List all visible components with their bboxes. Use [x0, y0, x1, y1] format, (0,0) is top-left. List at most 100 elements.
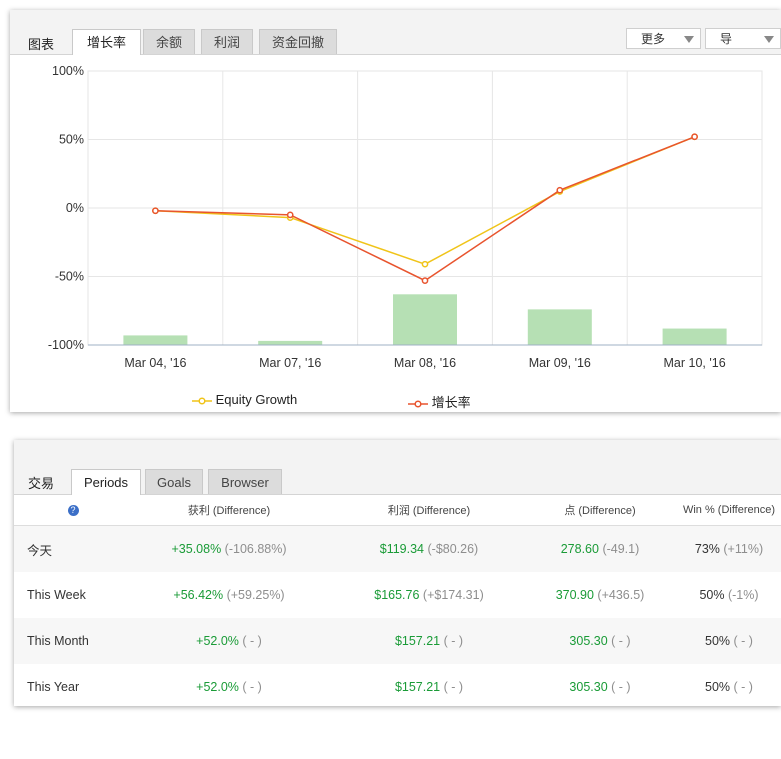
- table-row: This Year +52.0% ( - ) $157.21 ( - ) 305.30…: [14, 664, 781, 710]
- pl-value: $119.34: [379, 542, 425, 556]
- period-label: This Month: [27, 634, 89, 648]
- period-label: 今天: [27, 543, 53, 558]
- profit-diff: (-106.88%): [224, 542, 287, 556]
- legend-growth-label: 增长率: [431, 395, 471, 410]
- growth-point: [556, 186, 564, 194]
- chevron-down-icon: [684, 36, 694, 43]
- tab-drawdown[interactable]: 资金回撤: [259, 29, 337, 54]
- pips-cell: 278.60 (-49.1): [514, 526, 686, 572]
- export-dropdown-label: 导: [720, 32, 733, 46]
- pips-diff: (+436.5): [597, 588, 645, 602]
- pl-diff: ( - ): [443, 680, 464, 694]
- tab-periods[interactable]: Periods: [71, 469, 141, 495]
- legend-equity-marker: [192, 397, 212, 405]
- chart-tabbar: 图表 增长率 余额 利润 资金回撤 更多 导: [10, 10, 781, 55]
- profit-cell: +35.08% (-106.88%): [124, 526, 334, 572]
- pips-diff: (-49.1): [602, 542, 640, 556]
- legend-growth-marker: [408, 400, 428, 408]
- pl-value: $165.76: [374, 588, 420, 602]
- bar: [662, 328, 727, 345]
- pips-value: 278.60: [560, 542, 599, 556]
- header-profit: 获利 (Difference): [187, 505, 271, 517]
- pl-diff: ( - ): [443, 634, 464, 648]
- table-header: ? 获利 (Difference) 利润 (Difference) 点 (Dif…: [14, 495, 781, 526]
- chevron-down-icon: [764, 36, 774, 43]
- growth-point: [152, 207, 159, 215]
- x-tick-label: Mar 07, '16: [259, 356, 321, 370]
- bar: [393, 294, 457, 345]
- growth-point: [421, 277, 429, 284]
- header-pips: 点 (Difference): [564, 505, 636, 517]
- pl-cell: $157.21 ( - ): [334, 664, 524, 710]
- pips-value: 370.90: [555, 588, 594, 602]
- win-diff: (-1%): [727, 588, 759, 602]
- tab-profit[interactable]: 利润: [201, 29, 253, 54]
- trade-tabbar: 交易 Periods Goals Browser: [14, 440, 781, 495]
- pips-diff: ( - ): [611, 680, 631, 694]
- win-cell: 73% (+11%): [664, 526, 781, 572]
- profit-cell: +52.0% ( - ): [124, 618, 334, 664]
- y-tick-label: -50%: [55, 270, 84, 284]
- pips-value: 305.30: [569, 634, 608, 648]
- more-dropdown-label: 更多: [641, 32, 666, 46]
- table-row: This Month +52.0% ( - ) $157.21 ( - ) 305.3…: [14, 618, 781, 664]
- win-value: 73%: [694, 542, 720, 556]
- profit-value: +35.08%: [171, 542, 222, 556]
- y-tick-label: 100%: [52, 64, 84, 78]
- win-cell: 50% ( - ): [664, 664, 781, 710]
- table-row: This Week +56.42% (+59.25%) $165.76 (+$174…: [14, 572, 781, 618]
- win-value: 50%: [705, 634, 731, 648]
- profit-cell: +52.0% ( - ): [124, 664, 334, 710]
- help-cell: ?: [44, 495, 102, 525]
- period-label: This Year: [27, 680, 80, 694]
- header-win: Win % (Difference): [682, 504, 776, 516]
- y-tick-label: -100%: [48, 338, 84, 352]
- pl-value: $157.21: [394, 634, 441, 648]
- pips-cell: 370.90 (+436.5): [514, 572, 686, 618]
- win-value: 50%: [705, 680, 731, 694]
- tab-goals[interactable]: Goals: [145, 469, 203, 494]
- win-diff: (+11%): [723, 542, 764, 556]
- help-icon[interactable]: ?: [67, 504, 79, 516]
- pl-diff: (-$80.26): [427, 542, 479, 556]
- profit-value: +52.0%: [196, 680, 239, 694]
- chart-panel: 图表 增长率 余额 利润 资金回撤 更多 导 100% 50% 0% -50% -100…: [10, 10, 781, 412]
- tab-browser[interactable]: Browser: [208, 469, 282, 494]
- equity-growth-point: [421, 260, 429, 268]
- pips-value: 305.30: [569, 680, 608, 694]
- export-dropdown[interactable]: 导: [705, 28, 781, 49]
- period-label: This Week: [27, 588, 86, 602]
- header-pl: 利润 (Difference): [387, 505, 471, 517]
- pl-cell: $165.76 (+$174.31): [334, 572, 524, 618]
- pips-diff: ( - ): [611, 634, 631, 648]
- x-tick-label: Mar 08, '16: [394, 356, 456, 370]
- more-dropdown[interactable]: 更多: [626, 28, 701, 49]
- legend-equity-label: Equity Growth: [215, 392, 298, 407]
- pips-cell: 305.30 ( - ): [514, 618, 686, 664]
- legend-equity-growth[interactable]: Equity Growth: [192, 392, 297, 407]
- growth-chart: 100% 50% 0% -50% -100% Mar 04, '16 Mar 07, '16…: [48, 64, 763, 370]
- y-tick-label: 50%: [59, 133, 84, 147]
- x-tick-label: Mar 04, '16: [124, 356, 186, 370]
- x-tick-label: Mar 09, '16: [529, 356, 591, 370]
- tab-balance[interactable]: 余额: [143, 29, 195, 54]
- profit-diff: ( - ): [242, 680, 262, 694]
- bar: [527, 309, 592, 345]
- trade-panel-title: 交易: [28, 476, 55, 491]
- bar: [258, 340, 323, 345]
- chart-panel-title: 图表: [28, 37, 55, 52]
- pl-cell: $157.21 ( - ): [334, 618, 524, 664]
- legend-growth[interactable]: 增长率: [408, 392, 471, 411]
- profit-diff: ( - ): [242, 634, 262, 648]
- win-diff: ( - ): [733, 680, 753, 694]
- profit-value: +56.42%: [173, 588, 224, 602]
- table-row: 今天 +35.08% (-106.88%) $119.34 (-$80.26) 278…: [14, 526, 781, 572]
- growth-point: [286, 211, 294, 219]
- win-diff: ( - ): [733, 634, 753, 648]
- x-tick-label: Mar 10, '16: [664, 356, 726, 370]
- win-value: 50%: [699, 588, 725, 602]
- pips-cell: 305.30 ( - ): [514, 664, 686, 710]
- tab-growth[interactable]: 增长率: [72, 29, 141, 55]
- win-cell: 50% (-1%): [664, 572, 781, 618]
- pl-value: $157.21: [394, 680, 441, 694]
